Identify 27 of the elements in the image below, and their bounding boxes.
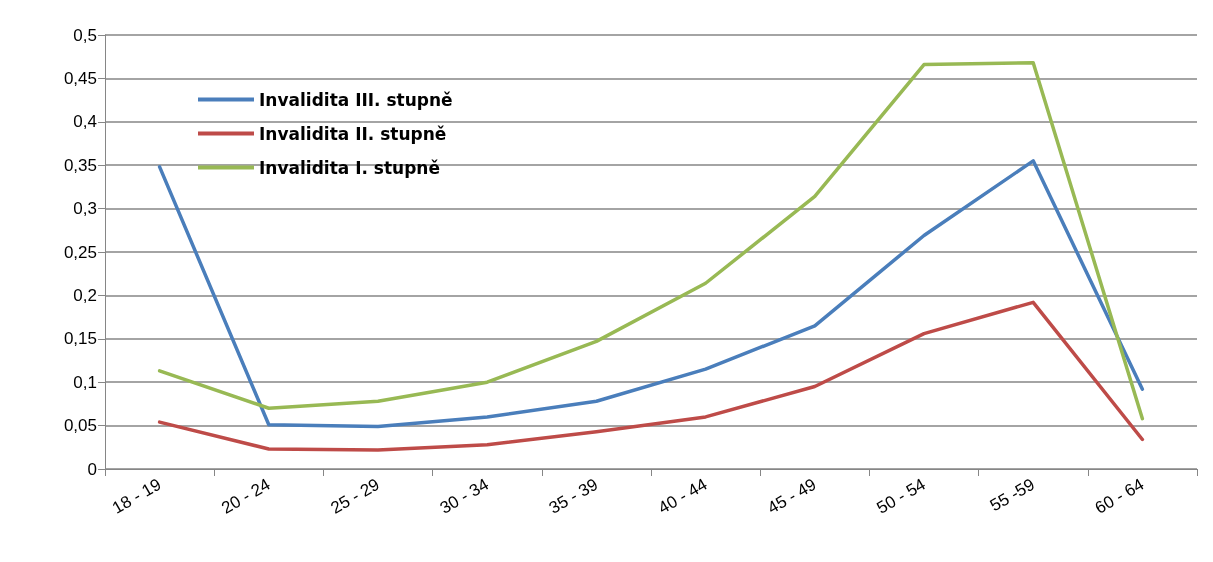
line-series [157, 61, 1145, 421]
x-tick-label: 25 - 29 [327, 474, 383, 518]
line-series [157, 159, 1145, 429]
x-tick-label: 60 - 64 [1091, 474, 1148, 518]
y-tick-label: 0,3 [73, 199, 97, 219]
x-tick-label: 30 - 34 [436, 474, 492, 518]
y-tick-label: 0,45 [63, 68, 97, 88]
y-tick-label: 0 [87, 459, 97, 479]
y-tick-label: 0,05 [63, 416, 97, 436]
y-tick-label: 0,15 [63, 329, 97, 349]
x-tick-label: 35 - 39 [545, 474, 602, 518]
x-tick-label: 45 - 49 [764, 474, 820, 518]
legend-label: Invalidita III. stupně [259, 89, 453, 110]
y-tick-label: 0,2 [73, 285, 97, 305]
y-tick-label: 0,25 [63, 242, 97, 262]
x-tick-label: 50 - 54 [873, 474, 929, 518]
y-tick-label: 0,5 [73, 25, 97, 45]
y-tick-label: 0,4 [73, 112, 97, 132]
legend-label: Invalidita I. stupně [259, 157, 440, 178]
legend-label: Invalidita II. stupně [259, 123, 447, 144]
x-tick-label: 20 - 24 [218, 474, 274, 518]
x-tick-label: 55 -59 [986, 474, 1038, 516]
y-tick-label: 0,1 [73, 372, 97, 392]
y-tick-label: 0,35 [63, 155, 97, 175]
x-tick-label: 18 - 19 [109, 474, 165, 518]
x-tick-label: 40 - 44 [655, 474, 711, 518]
line-series [157, 300, 1145, 452]
